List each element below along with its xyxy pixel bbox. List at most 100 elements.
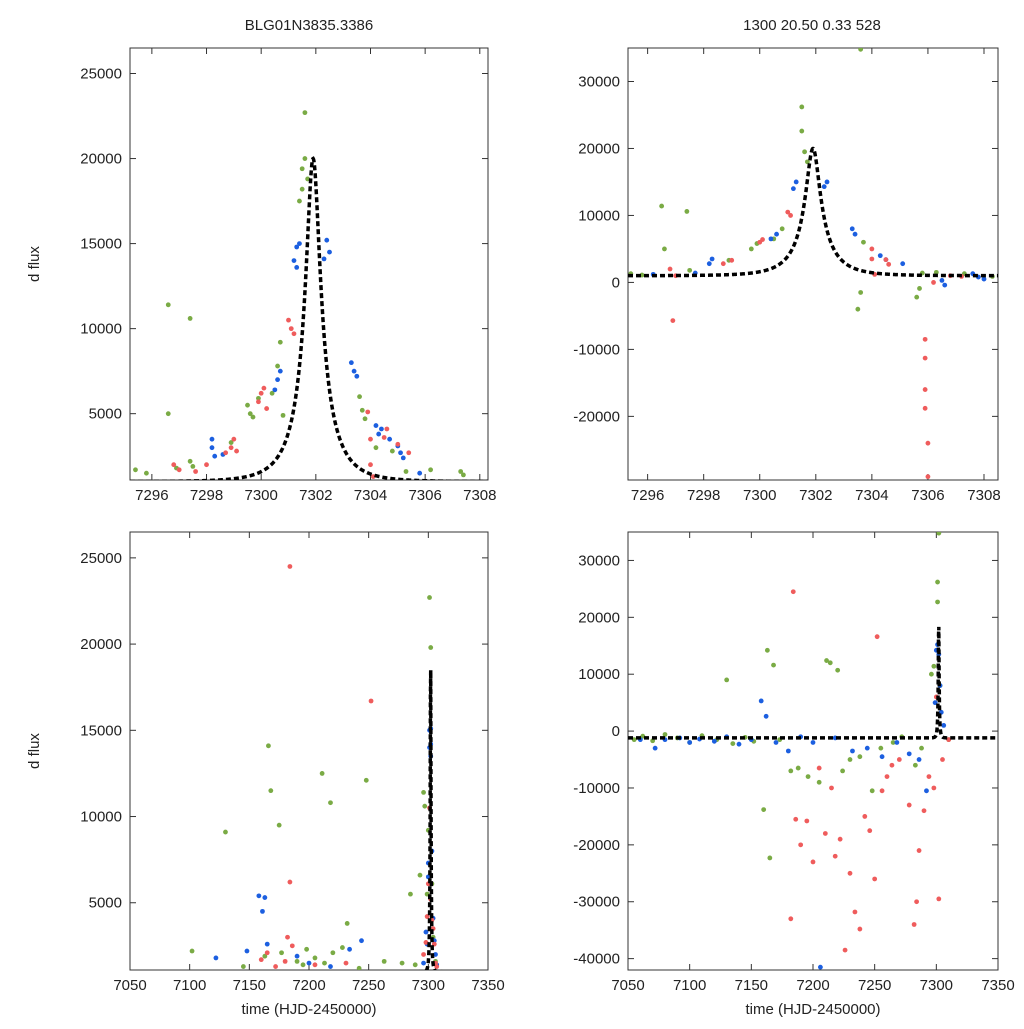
series-green <box>631 532 952 861</box>
data-point-red <box>395 441 401 447</box>
data-point-blue <box>785 748 791 754</box>
data-point-green <box>917 286 922 291</box>
data-point-red <box>822 831 828 836</box>
data-point-green <box>305 176 311 182</box>
data-point-blue <box>879 754 885 760</box>
data-point-blue <box>736 741 742 747</box>
data-point-blue <box>790 186 796 192</box>
data-point-red <box>368 462 373 468</box>
data-point-blue <box>264 941 270 947</box>
data-point-red <box>810 859 816 865</box>
model-curve <box>130 156 488 480</box>
data-point-green <box>428 467 434 473</box>
data-point-red <box>231 436 237 442</box>
data-point-green <box>795 765 801 771</box>
data-point-red <box>857 926 863 932</box>
data-point-blue <box>291 258 297 263</box>
x-tick-label: 7296 <box>135 487 168 504</box>
data-point-green <box>847 757 853 762</box>
data-point-blue <box>275 377 280 383</box>
y-tick-label: -10000 <box>573 341 620 358</box>
y-tick-label: 0 <box>612 274 620 291</box>
data-point-red <box>282 958 288 964</box>
data-point-green <box>344 921 350 926</box>
series-red <box>258 564 440 969</box>
data-point-green <box>190 463 196 469</box>
data-point-green <box>240 964 246 969</box>
plot-frame <box>129 531 489 971</box>
data-point-red <box>312 962 318 968</box>
y-tick-label: 10000 <box>578 207 620 224</box>
data-point-blue <box>763 713 769 719</box>
data-point-blue <box>894 740 900 745</box>
data-point-red <box>193 469 198 474</box>
x-tick-label: 7306 <box>911 487 944 504</box>
data-point-red <box>234 448 239 454</box>
data-point-green <box>299 186 305 192</box>
data-point-green <box>294 958 300 964</box>
data-point-blue <box>916 757 922 762</box>
data-point-blue <box>773 740 779 745</box>
x-tick-label: 7300 <box>244 487 277 504</box>
x-tick-label: 7050 <box>113 977 146 994</box>
data-point-green <box>262 953 268 959</box>
data-point-red <box>368 698 374 704</box>
data-point-blue <box>768 236 774 242</box>
data-point-blue <box>400 455 406 461</box>
data-point-red <box>869 256 875 262</box>
y-tick-label: 15000 <box>80 722 122 739</box>
data-point-green <box>799 128 805 134</box>
data-point-red <box>862 814 868 819</box>
data-point-blue <box>852 231 858 237</box>
data-point-green <box>143 470 149 476</box>
data-point-green <box>362 416 368 422</box>
data-point-green <box>417 872 423 878</box>
data-point-green <box>299 166 305 172</box>
y-tick-label: 25000 <box>80 66 122 83</box>
data-point-blue <box>793 179 799 185</box>
data-point-red <box>829 785 834 791</box>
data-point-red <box>785 209 791 215</box>
data-point-green <box>280 412 286 418</box>
x-axis-label: time (HJD-2450000) <box>241 1001 376 1018</box>
data-point-blue <box>321 256 327 262</box>
y-axis-label: d flux <box>26 733 43 769</box>
data-point-green <box>328 800 333 806</box>
data-point-green <box>277 339 283 345</box>
data-point-green <box>929 671 934 677</box>
plot-area <box>628 48 998 480</box>
data-point-green <box>687 267 693 273</box>
data-point-blue <box>324 237 330 243</box>
data-point-red <box>879 788 885 794</box>
data-point-blue <box>376 431 382 437</box>
data-point-red <box>667 266 673 272</box>
y-tick-label: 5000 <box>89 895 122 912</box>
data-point-blue <box>758 698 764 704</box>
data-point-red <box>171 462 177 468</box>
x-tick-label: 7300 <box>743 487 776 504</box>
y-tick-label: 25000 <box>80 550 122 567</box>
data-point-green <box>779 226 785 232</box>
data-point-green <box>245 402 250 408</box>
data-point-green <box>771 662 776 668</box>
data-point-red <box>423 940 429 945</box>
data-point-green <box>858 48 864 52</box>
data-point-green <box>250 414 256 420</box>
data-point-blue <box>850 748 855 754</box>
data-point-red <box>176 467 182 473</box>
data-point-blue <box>421 960 426 966</box>
data-point-red <box>788 213 793 218</box>
data-point-green <box>919 745 924 751</box>
y-tick-label: 15000 <box>80 236 122 253</box>
plot-area <box>130 564 488 970</box>
data-point-red <box>884 774 890 779</box>
plot-area <box>628 532 998 970</box>
x-tick-label: 7200 <box>796 977 829 994</box>
x-axis-label: time (HJD-2450000) <box>745 1001 880 1018</box>
data-point-red <box>343 960 349 966</box>
data-point-blue <box>821 184 827 190</box>
data-point-green <box>816 779 822 785</box>
data-point-green <box>764 647 770 653</box>
data-point-green <box>422 803 428 809</box>
data-point-blue <box>348 360 354 366</box>
